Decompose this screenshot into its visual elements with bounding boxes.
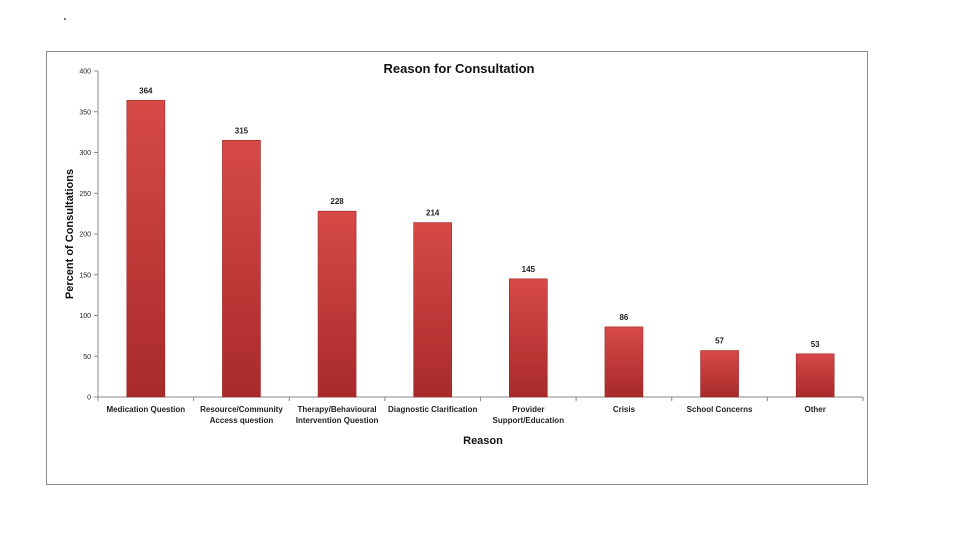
data-label: 214 [426, 209, 440, 218]
chart-title: Reason for Consultation [384, 61, 535, 76]
bar [509, 278, 548, 398]
y-tick-label: 200 [79, 232, 91, 239]
category-label-line: Access question [210, 416, 274, 425]
y-axis-title: Percent of Consultations [64, 169, 76, 299]
data-label: 364 [139, 86, 153, 95]
data-label: 145 [522, 265, 536, 274]
category-label: Other [805, 405, 826, 414]
y-tick-label: 0 [87, 395, 91, 402]
category-label-line: Provider [512, 405, 544, 414]
category-label-line: Diagnostic Clarification [388, 405, 477, 414]
category-label: School Concerns [687, 405, 753, 414]
category-label-line: Crisis [613, 405, 636, 414]
bar [795, 353, 835, 398]
bar [222, 139, 261, 398]
category-label: Provider Support/Education [493, 405, 565, 425]
category-label: Medication Question [106, 405, 185, 414]
bar [604, 326, 644, 398]
data-label: 53 [811, 340, 820, 349]
y-tick-label: 250 [79, 191, 91, 198]
y-tick-label: 300 [79, 150, 91, 157]
y-tick-label: 150 [79, 272, 91, 279]
chart-frame: Reason for Consultation Percent of Consu… [46, 51, 868, 485]
category-label: Therapy/Behavioural Intervention Question [296, 405, 379, 425]
category-label: Diagnostic Clarification [388, 405, 477, 414]
y-tick-label: 100 [79, 313, 91, 320]
category-label-line: Medication Question [106, 405, 185, 414]
data-label: 315 [235, 126, 249, 135]
category-label-line: Therapy/Behavioural [297, 405, 376, 414]
category-label-line: Support/Education [493, 416, 565, 425]
stray-dot [64, 18, 66, 20]
data-label: 86 [619, 313, 628, 322]
bar-chart: Reason for Consultation Percent of Consu… [64, 61, 864, 447]
y-tick-label: 350 [79, 109, 91, 116]
bar [317, 210, 357, 398]
category-label-line: School Concerns [687, 405, 753, 414]
bar [700, 350, 739, 398]
category-label: Crisis [613, 405, 636, 414]
bar [413, 222, 452, 398]
category-label-line: Intervention Question [296, 416, 379, 425]
category-label-line: Resource/Community [200, 405, 283, 414]
data-label: 228 [330, 197, 344, 206]
x-axis-title: Reason [463, 435, 503, 447]
y-tick-label: 400 [79, 69, 91, 76]
category-label-line: Other [805, 405, 826, 414]
y-tick-label: 50 [83, 354, 91, 361]
data-label: 57 [715, 337, 724, 346]
bar [126, 100, 166, 398]
category-label: Resource/Community Access question [200, 405, 283, 425]
